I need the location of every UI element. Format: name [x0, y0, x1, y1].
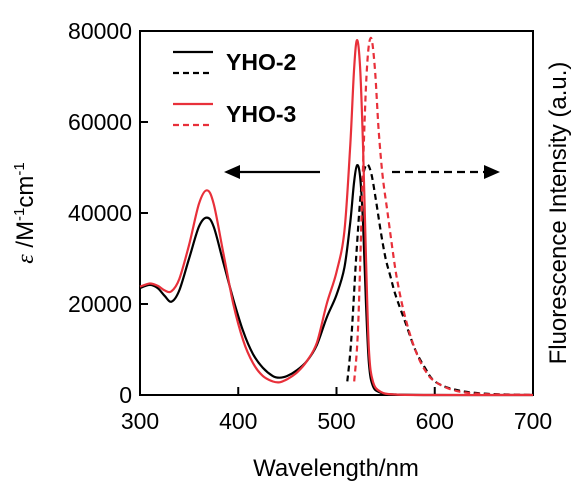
- y-axis-title-cm-exponent: -1: [11, 162, 28, 175]
- y-axis-title-epsilon: ε: [13, 254, 39, 264]
- arrow-right-fluorescence-axis: [392, 165, 500, 179]
- arrow-left-absorption-axis: [224, 165, 320, 179]
- y-tick-label: 40000: [68, 200, 132, 226]
- y-tick-label: 0: [119, 382, 132, 408]
- series-line-yho-3-fluorescence: [353, 36, 534, 397]
- series-line-yho-2-fluorescence: [346, 163, 534, 397]
- y2-axis-title: Fluorescence Intensity (a.u.): [545, 62, 572, 365]
- y-tick-label: 80000: [68, 18, 132, 44]
- series-line-yho-3-absorption: [139, 39, 534, 397]
- y-tick-label: 60000: [68, 109, 132, 135]
- axis-ticks: 300 400 500 600 700 0 20000 40000 60000 80000: [68, 18, 552, 434]
- legend-label-yho3: YHO-3: [226, 101, 296, 127]
- x-tick-label: 300: [121, 408, 159, 434]
- legend-label-yho2: YHO-2: [226, 49, 296, 75]
- x-tick-label: 700: [514, 408, 552, 434]
- plot-frame: [139, 30, 534, 396]
- y-axis-title-m-exponent: -1: [11, 208, 28, 221]
- series-layer: [139, 36, 534, 397]
- x-tick-label: 400: [219, 408, 257, 434]
- x-axis-title: Wavelength/nm: [253, 455, 419, 482]
- y-axis-title: ε /M-1cm-1: [11, 162, 39, 263]
- y-axis-title-unit-m: /M: [12, 221, 39, 254]
- x-tick-label: 600: [416, 408, 454, 434]
- y-tick-label: 20000: [68, 291, 132, 317]
- y-axis-title-unit-cm: cm: [12, 176, 39, 208]
- series-line-yho-2-absorption: [139, 163, 534, 397]
- x-tick-label: 500: [317, 408, 355, 434]
- legend: YHO-2 YHO-3: [173, 49, 296, 127]
